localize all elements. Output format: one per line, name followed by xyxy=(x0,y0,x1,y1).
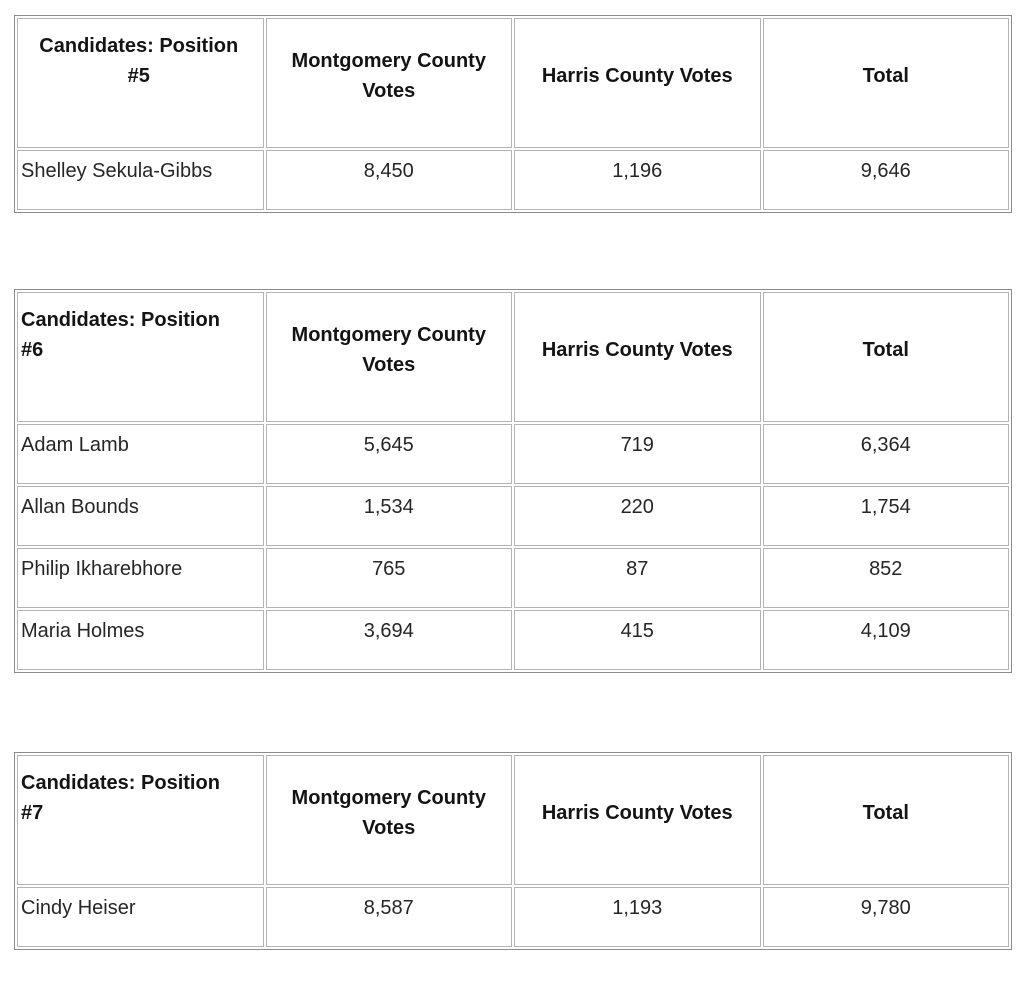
candidate-name-cell: Maria Holmes xyxy=(17,610,264,670)
header-row: Candidates: Position #5 Montgomery Count… xyxy=(17,18,1009,148)
harris-votes-cell: 415 xyxy=(514,610,761,670)
total-votes-cell: 9,780 xyxy=(762,887,1009,947)
candidate-name-cell: Philip Ikharebhore xyxy=(17,548,264,608)
column-header-total: Total xyxy=(762,292,1009,422)
column-header-total: Total xyxy=(762,755,1009,885)
montgomery-votes-cell: 1,534 xyxy=(265,486,512,546)
harris-votes-cell: 1,193 xyxy=(514,887,761,947)
results-table-position-5: Candidates: Position #5 Montgomery Count… xyxy=(14,15,1012,213)
column-header-candidates: Candidates: Position #7 xyxy=(17,755,264,885)
total-votes-cell: 852 xyxy=(762,548,1009,608)
column-header-total: Total xyxy=(762,18,1009,148)
table-row: Shelley Sekula-Gibbs 8,450 1,196 9,646 xyxy=(17,150,1009,210)
column-header-montgomery: Montgomery County Votes xyxy=(265,755,512,885)
header-row: Candidates: Position #6 Montgomery Count… xyxy=(17,292,1009,422)
table-row: Cindy Heiser 8,587 1,193 9,780 xyxy=(17,887,1009,947)
montgomery-votes-cell: 5,645 xyxy=(265,424,512,484)
column-header-montgomery: Montgomery County Votes xyxy=(265,292,512,422)
harris-votes-cell: 87 xyxy=(514,548,761,608)
column-header-montgomery: Montgomery County Votes xyxy=(265,18,512,148)
total-votes-cell: 1,754 xyxy=(762,486,1009,546)
header-row: Candidates: Position #7 Montgomery Count… xyxy=(17,755,1009,885)
candidate-name-cell: Shelley Sekula-Gibbs xyxy=(17,150,264,210)
montgomery-votes-cell: 8,587 xyxy=(265,887,512,947)
table-title: Candidates: Position #7 xyxy=(21,772,220,824)
montgomery-votes-cell: 765 xyxy=(265,548,512,608)
total-votes-cell: 9,646 xyxy=(762,150,1009,210)
election-results-document: Candidates: Position #5 Montgomery Count… xyxy=(0,15,1024,986)
montgomery-votes-cell: 3,694 xyxy=(265,610,512,670)
candidate-name-cell: Adam Lamb xyxy=(17,424,264,484)
column-header-harris: Harris County Votes xyxy=(514,292,761,422)
total-votes-cell: 4,109 xyxy=(762,610,1009,670)
candidate-name-cell: Cindy Heiser xyxy=(17,887,264,947)
table-row: Philip Ikharebhore 765 87 852 xyxy=(17,548,1009,608)
results-table-position-6: Candidates: Position #6 Montgomery Count… xyxy=(14,289,1012,673)
table-row: Adam Lamb 5,645 719 6,364 xyxy=(17,424,1009,484)
harris-votes-cell: 1,196 xyxy=(514,150,761,210)
candidate-name-cell: Allan Bounds xyxy=(17,486,264,546)
harris-votes-cell: 719 xyxy=(514,424,761,484)
results-table-position-7: Candidates: Position #7 Montgomery Count… xyxy=(14,752,1012,950)
harris-votes-cell: 220 xyxy=(514,486,761,546)
column-header-candidates: Candidates: Position #6 xyxy=(17,292,264,422)
table-row: Maria Holmes 3,694 415 4,109 xyxy=(17,610,1009,670)
column-header-harris: Harris County Votes xyxy=(514,18,761,148)
total-votes-cell: 6,364 xyxy=(762,424,1009,484)
table-title: Candidates: Position #5 xyxy=(39,35,239,87)
column-header-candidates: Candidates: Position #5 xyxy=(17,18,264,148)
table-title: Candidates: Position #6 xyxy=(21,309,220,361)
table-row: Allan Bounds 1,534 220 1,754 xyxy=(17,486,1009,546)
column-header-harris: Harris County Votes xyxy=(514,755,761,885)
montgomery-votes-cell: 8,450 xyxy=(265,150,512,210)
